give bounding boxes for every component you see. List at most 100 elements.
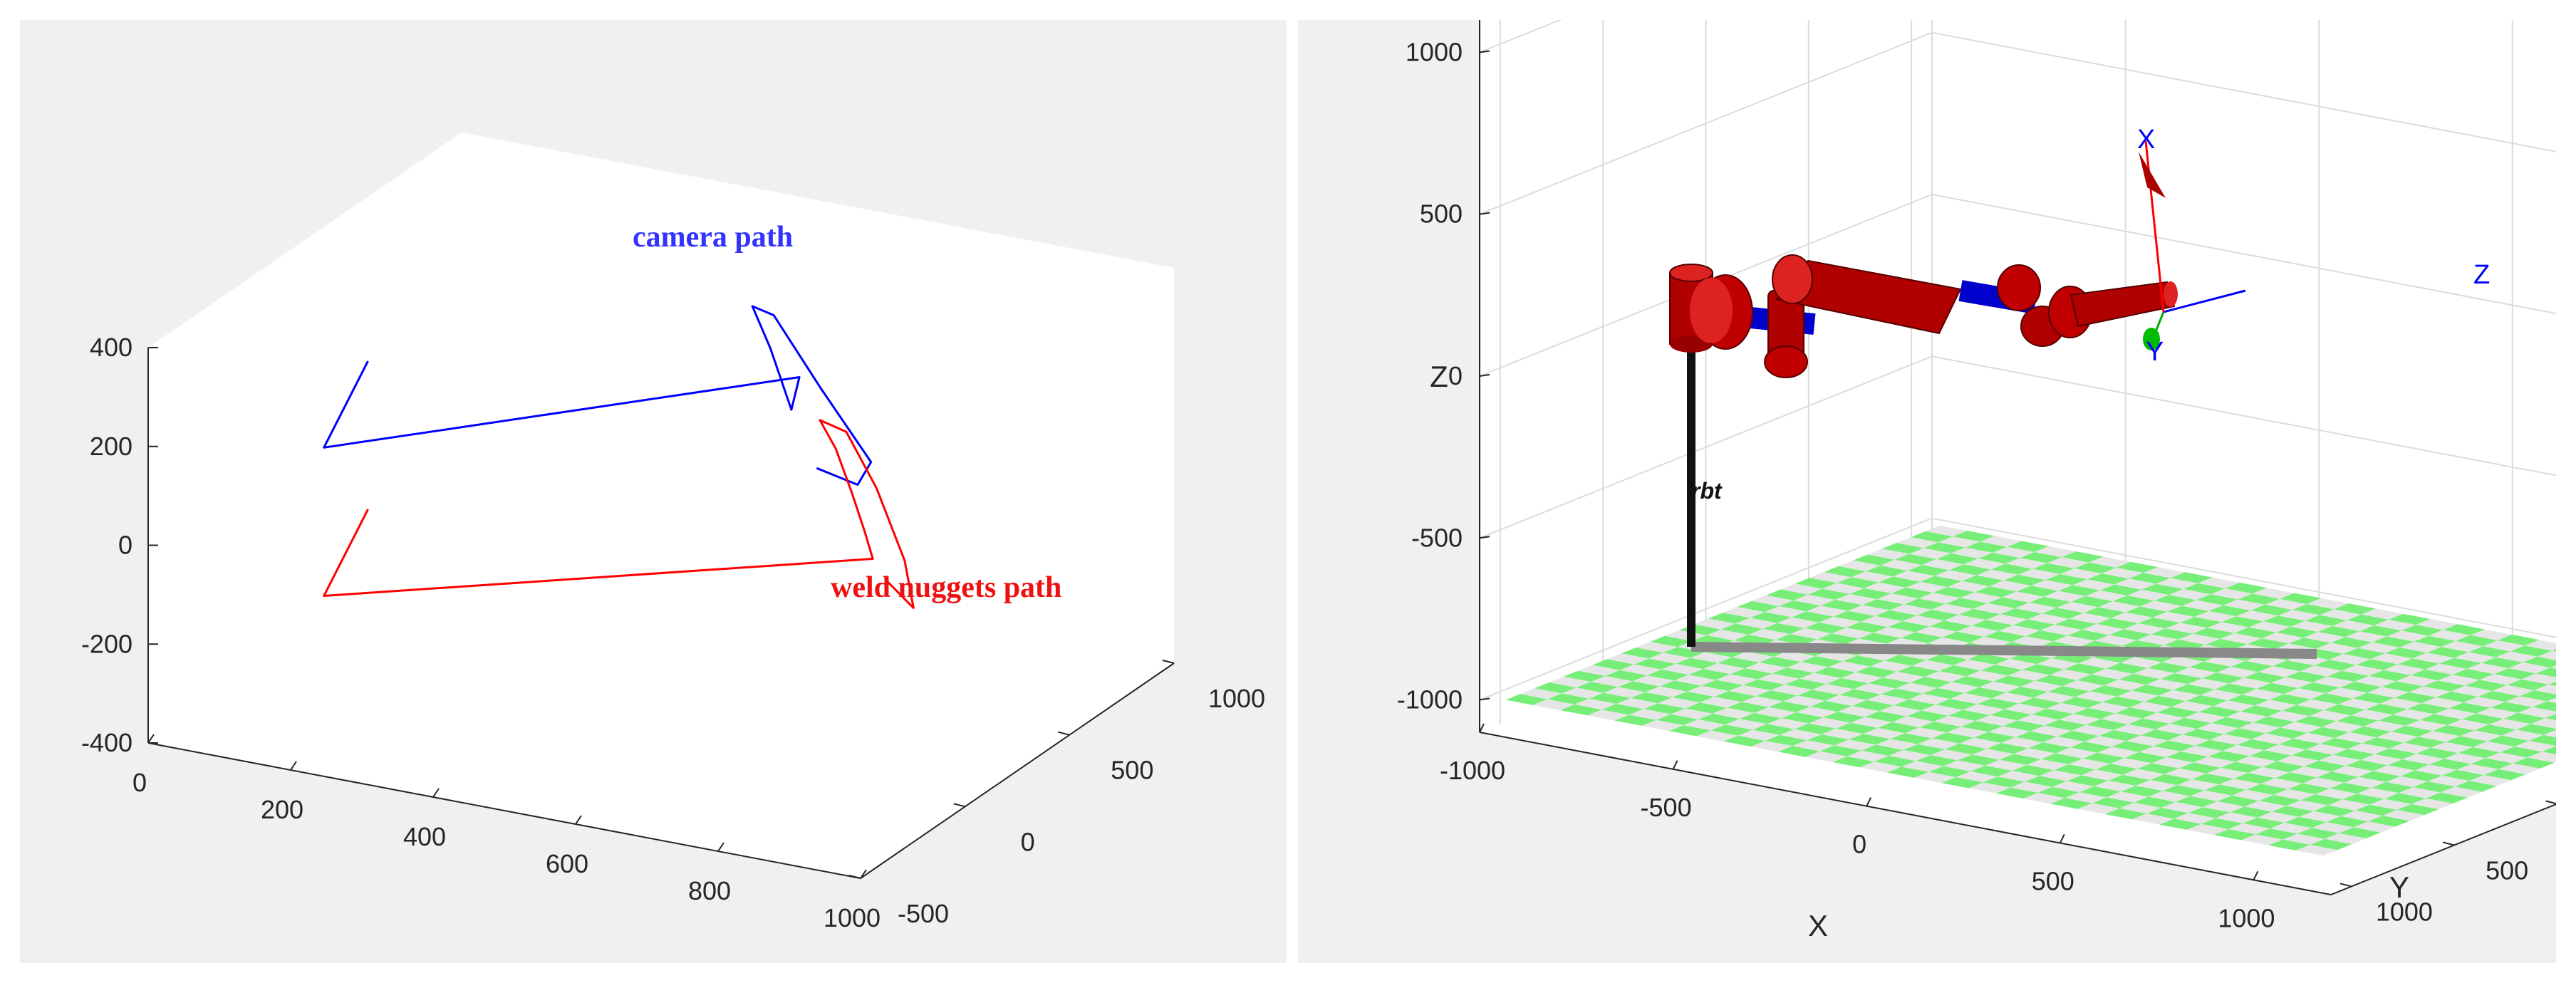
floor-tile: [1902, 615, 1945, 627]
floor-tile: [1835, 593, 1877, 605]
floor-tile: [1873, 627, 1916, 638]
floor-tile: [2087, 573, 2129, 585]
floor-tile: [2311, 693, 2353, 704]
floor-tile: [1703, 662, 1745, 675]
floor-tile: [2276, 626, 2318, 638]
y-tick-mark: [2545, 800, 2556, 805]
floor-tile: [2154, 740, 2196, 751]
y-tick-label: 500: [2486, 855, 2528, 885]
floor-tile: [1643, 703, 1686, 714]
floor-tile: [2290, 766, 2332, 778]
floor-tile: [2031, 580, 2073, 591]
floor-tile: [2064, 663, 2107, 675]
floor-tile: [2282, 833, 2325, 845]
floor-tile: [2369, 670, 2411, 682]
floor-tile: [1901, 761, 1943, 772]
floor-tile: [2106, 662, 2148, 674]
floor-tile: [2303, 632, 2345, 643]
floor-tile: [2344, 776, 2387, 788]
floor-tile: [2521, 673, 2556, 685]
floor-tile: [2069, 613, 2112, 624]
gridline-z: [1931, 355, 2556, 477]
z-tick-label: -1000: [1397, 685, 1463, 714]
floor-tile: [2146, 807, 2188, 819]
floor-tile: [1867, 548, 1910, 560]
floor-tile: [2320, 738, 2362, 749]
floor-tile: [1781, 712, 1824, 724]
floor-tile: [2468, 646, 2510, 657]
floor-tile: [2426, 647, 2469, 658]
gridline-z: [1931, 31, 2556, 152]
floor-tile: [1794, 723, 1837, 734]
floor-tile: [2109, 629, 2151, 640]
floor-tile: [1992, 692, 2034, 704]
floor-tile: [1874, 756, 1916, 767]
floor-tile: [1906, 710, 1948, 722]
floor-tile: [1833, 610, 1876, 622]
floor-tile: [1958, 754, 2000, 766]
floor-tile: [1645, 686, 1688, 697]
floor-tile: [1772, 667, 1814, 679]
floor-tile: [2040, 624, 2082, 636]
floor-tile: [2538, 650, 2556, 660]
floor-tile: [2146, 679, 2188, 690]
floor-tile: [2246, 784, 2288, 795]
floor-tile: [2197, 723, 2239, 734]
floor-tile: [1723, 735, 1766, 747]
z-axis-title: Z: [1430, 360, 1448, 393]
floor-tile: [1937, 682, 1980, 693]
floor-tile: [1896, 537, 1938, 548]
floor-tile: [2507, 679, 2549, 690]
y-tick-mark: [848, 875, 861, 879]
floor-tile: [1993, 675, 2035, 687]
floor-tile: [1968, 782, 2011, 794]
z-tick-label: 1000: [1406, 37, 1463, 66]
floor-tile: [2006, 686, 2048, 698]
floor-tile: [2547, 697, 2556, 703]
y-axis-title: Y: [2389, 870, 2409, 904]
floor-tile: [2165, 623, 2208, 634]
floor-tile: [1953, 531, 1995, 542]
floor-tile: [1728, 685, 1771, 697]
floor-tile: [2268, 710, 2310, 722]
floor-tile: [2000, 608, 2042, 620]
floor-tile: [2060, 697, 2103, 708]
floor-tile: [1690, 652, 1733, 663]
floor-tile: [2108, 774, 2151, 786]
floor-tile: [2530, 718, 2556, 729]
floor-tile: [2169, 717, 2212, 729]
floor-tile: [2310, 838, 2352, 851]
x-axis-line: [1479, 732, 2332, 895]
floor-tile: [1893, 571, 1935, 582]
z-tick-label: 500: [1420, 199, 1463, 229]
floor-tile: [2411, 798, 2453, 810]
floor-tile: [2159, 690, 2201, 702]
floor-tile: [1775, 634, 1817, 645]
floor-tile: [2189, 661, 2231, 673]
floor-tile: [1924, 671, 1967, 682]
floor-tile: [2097, 618, 2139, 630]
robot-shadow: [1690, 642, 2317, 659]
floor-tile: [1980, 536, 2022, 547]
floor-tile: [2447, 719, 2489, 731]
floor-tile: [1834, 739, 1876, 751]
floor-tile: [2219, 779, 2261, 790]
floor-tile: [2250, 750, 2292, 761]
floor-tile: [2280, 593, 2322, 604]
floor-tile: [2497, 634, 2540, 646]
floor-tile: [1979, 681, 2021, 693]
floor-tile: [2249, 621, 2291, 633]
floor-tile: [1933, 587, 1975, 598]
floor-tile: [1950, 693, 1992, 704]
floor-tile: [2045, 573, 2087, 586]
floor-tile: [1793, 594, 1836, 606]
floor-tile: [1832, 756, 1874, 768]
floor-tile: [1706, 629, 1749, 641]
floor-tile: [1562, 687, 1604, 699]
floor-tile: [2250, 604, 2292, 616]
floor-tile: [1918, 593, 1960, 604]
floor-tile: [2352, 692, 2395, 704]
floor-tile: [1975, 714, 2017, 727]
floor-tile: [2001, 737, 2043, 749]
floor-tile: [2550, 665, 2556, 669]
